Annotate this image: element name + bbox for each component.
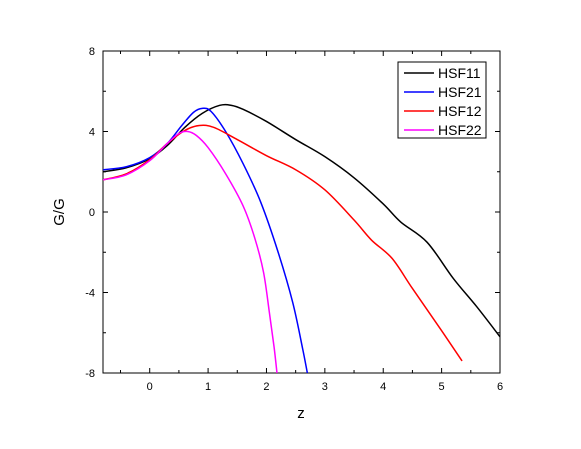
legend-label-hsf21: HSF21 [438, 84, 482, 100]
legend: HSF11 HSF21 HSF12 HSF22 [397, 61, 487, 139]
y-tick-label: -4 [85, 288, 95, 300]
x-tick-label: 6 [497, 381, 503, 393]
x-tick-label: 2 [263, 381, 269, 393]
x-axis-title: z [297, 405, 305, 422]
x-tick-label: 3 [322, 381, 328, 393]
y-tick-label: -8 [85, 368, 95, 380]
legend-box [397, 61, 487, 139]
series-line-hsf11 [103, 103, 500, 338]
legend-label-hsf12: HSF12 [438, 103, 482, 119]
x-ticks: 0 1 2 3 4 5 6 [120, 51, 503, 393]
y-ticks: -8 -4 0 4 8 [85, 46, 500, 380]
y-axis-title: G/G [51, 198, 68, 226]
x-tick-label: 5 [439, 381, 445, 393]
legend-label-hsf11: HSF11 [438, 65, 481, 81]
y-tick-label: 0 [89, 207, 95, 219]
x-tick-label: 1 [205, 381, 211, 393]
series-lines [103, 103, 500, 373]
legend-label-hsf22: HSF22 [438, 122, 482, 138]
x-tick-label: 4 [380, 381, 386, 393]
y-tick-label: 4 [89, 127, 95, 139]
x-tick-label: 0 [147, 381, 153, 393]
series-line-hsf22 [103, 130, 278, 373]
y-tick-label: 8 [89, 46, 95, 58]
